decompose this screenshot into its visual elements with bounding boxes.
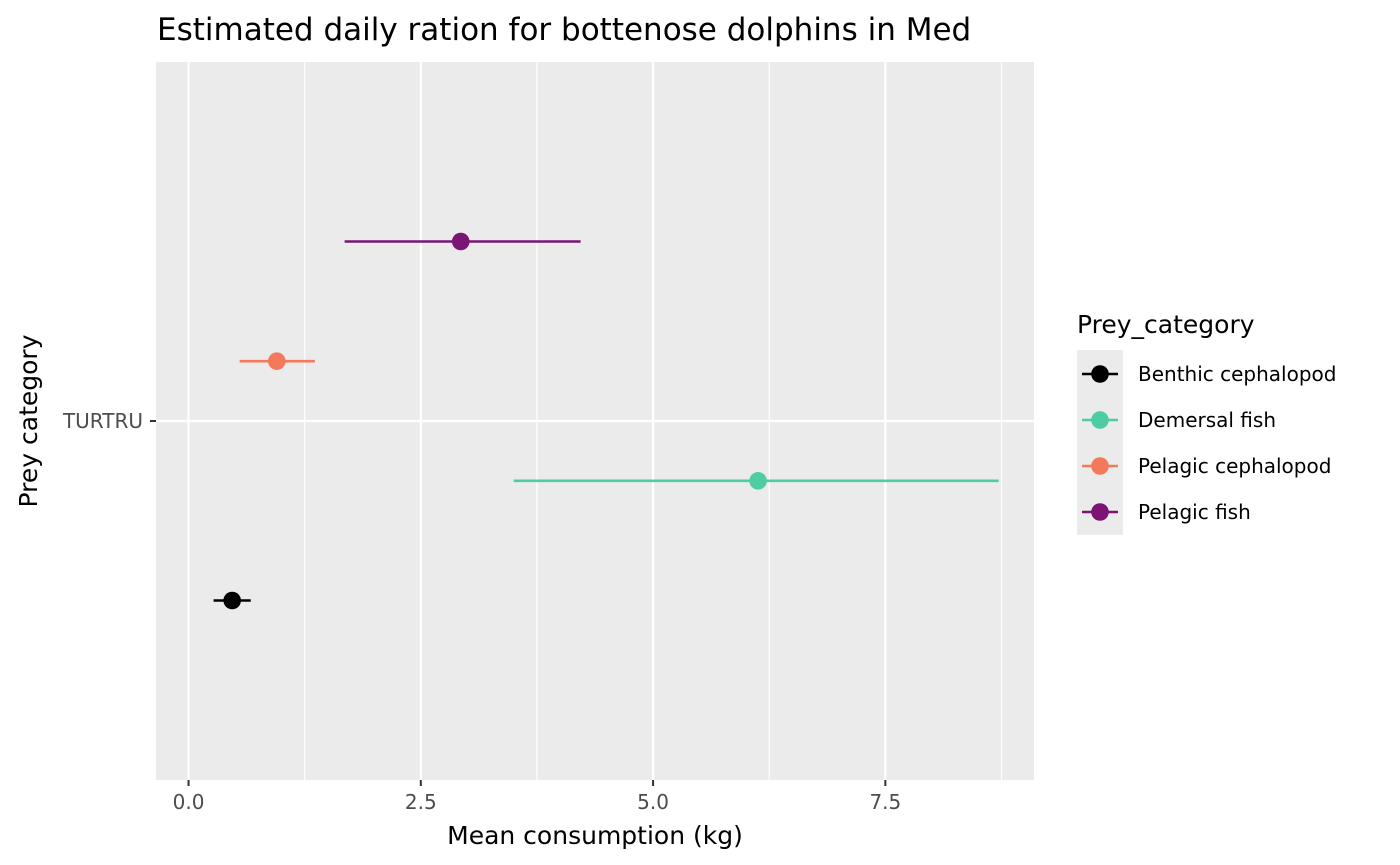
x-tick-label: 0.0 [173, 790, 205, 814]
legend-key-point [1091, 365, 1109, 383]
legend-item-demersal-fish: Demersal fish [1082, 408, 1276, 432]
legend-key-point [1091, 503, 1109, 521]
x-axis: 0.0 2.5 5.0 7.5 [173, 780, 901, 814]
y-axis: TURTRU [62, 409, 156, 433]
legend-label: Pelagic fish [1138, 500, 1251, 524]
legend-key-point [1091, 411, 1109, 429]
x-axis-title: Mean consumption (kg) [447, 821, 743, 850]
legend-item-benthic-cephalopod: Benthic cephalopod [1082, 362, 1336, 386]
point-benthic-cephalopod [223, 591, 241, 610]
point-pelagic-cephalopod [267, 352, 286, 370]
point-pelagic-fish [451, 232, 470, 251]
legend-label: Pelagic cephalopod [1138, 454, 1331, 478]
legend-items: Benthic cephalopod Demersal fish Pelagic c… [1082, 362, 1336, 524]
legend: Prey_category Benthic cephalopod Demersal… [1077, 310, 1336, 535]
x-tick-label: 7.5 [869, 790, 901, 814]
points [223, 232, 767, 610]
legend-label: Demersal fish [1138, 408, 1276, 432]
legend-title: Prey_category [1077, 310, 1255, 339]
y-axis-title: Prey category [14, 334, 43, 507]
y-tick-label: TURTRU [62, 409, 143, 433]
legend-item-pelagic-cephalopod: Pelagic cephalopod [1082, 454, 1331, 478]
legend-item-pelagic-fish: Pelagic fish [1082, 500, 1251, 524]
legend-key-point [1091, 457, 1109, 475]
chart-title: Estimated daily ration for bottenose dol… [157, 12, 971, 48]
legend-label: Benthic cephalopod [1138, 362, 1336, 386]
x-tick-label: 5.0 [637, 790, 669, 814]
x-tick-label: 2.5 [405, 790, 437, 814]
grid-major [156, 62, 1034, 780]
point-demersal-fish [749, 472, 767, 490]
